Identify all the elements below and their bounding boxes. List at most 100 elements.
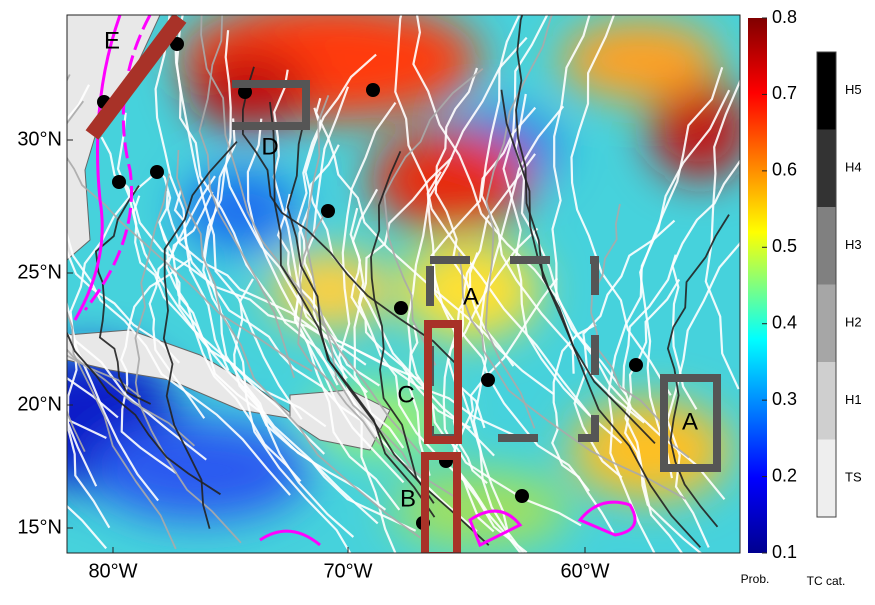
storm-track	[154, 15, 230, 371]
storm-point	[366, 83, 380, 97]
category-frame	[816, 51, 837, 518]
storm-track	[67, 330, 221, 496]
category-label: H1	[845, 392, 862, 407]
category-label: H2	[845, 315, 862, 330]
region-label: A	[682, 408, 698, 435]
storm-track	[67, 167, 163, 529]
map	[0, 15, 740, 553]
colorbar-tick-label: 0.6	[772, 160, 797, 180]
region-label: E	[104, 27, 120, 54]
storm-track	[94, 185, 152, 405]
x-tick-label: 80°W	[88, 560, 137, 582]
storm-track	[159, 225, 387, 511]
x-tick-label: 70°W	[323, 560, 372, 582]
storm-track	[704, 77, 740, 390]
storm-track	[67, 156, 313, 372]
storm-track	[502, 15, 591, 416]
colorbar-tick-label: 0.4	[772, 312, 797, 332]
storm-track	[434, 67, 515, 367]
storm-track	[472, 105, 565, 539]
storm-track	[120, 257, 192, 475]
x-tick-label: 60°W	[560, 560, 609, 582]
storm-track	[286, 93, 436, 518]
category-label: H5	[845, 82, 862, 97]
storm-track	[148, 191, 214, 419]
colorbar-tick-label: 0.7	[772, 83, 797, 103]
storm-track	[67, 84, 181, 364]
storm-track	[304, 107, 495, 457]
category-swatch	[817, 439, 836, 517]
category-swatch	[817, 52, 836, 130]
region-boxes	[85, 15, 721, 553]
storm-track	[624, 278, 703, 553]
storm-track	[515, 15, 656, 445]
storm-track	[200, 15, 423, 456]
storm-track	[350, 188, 472, 429]
storm-point	[394, 301, 408, 315]
storm-track	[570, 15, 672, 396]
storm-track	[134, 173, 242, 544]
storm-track	[158, 190, 326, 455]
category-swatch	[817, 129, 836, 207]
colorbar	[748, 18, 767, 553]
colorbar-tick-label: 0.5	[772, 236, 797, 256]
storm-point	[238, 85, 252, 99]
storm-track	[233, 278, 417, 532]
y-tick-label: 30°N	[17, 128, 62, 150]
storm-point	[481, 373, 495, 387]
colorbar-tick-label: 0.3	[772, 389, 797, 409]
storm-track	[276, 193, 515, 437]
storm-track	[337, 101, 397, 553]
storm-track	[162, 140, 238, 529]
colorbar-tick-label: 0.2	[772, 465, 797, 485]
storm-track	[500, 89, 702, 548]
storm-track	[132, 195, 327, 428]
storm-track	[590, 203, 690, 459]
storm-track	[297, 215, 455, 498]
storm-track	[67, 100, 177, 550]
storm-point	[321, 204, 335, 218]
storm-points	[97, 37, 643, 530]
y-tick-label: 15°N	[17, 516, 62, 538]
storm-track	[383, 68, 484, 366]
storm-track	[607, 89, 731, 553]
y-tick-label: 20°N	[17, 393, 62, 415]
storm-point	[150, 165, 164, 179]
category-label: H3	[845, 237, 862, 252]
category-swatch	[817, 207, 836, 285]
colorbar-label: Prob.	[741, 572, 770, 586]
storm-track	[406, 36, 528, 477]
storm-track	[67, 230, 291, 496]
y-tick-label: 25°N	[17, 261, 62, 283]
storm-track	[484, 15, 553, 429]
storm-track	[666, 214, 730, 528]
storm-track	[269, 101, 490, 546]
map-frame	[66, 14, 741, 554]
storm-track	[198, 15, 295, 379]
storm-track	[176, 149, 421, 539]
category-swatch	[817, 284, 836, 362]
storm-track	[67, 332, 207, 461]
category-label: H4	[845, 160, 862, 175]
region-label: C	[397, 381, 414, 408]
storm-track	[410, 324, 582, 527]
storm-point	[515, 489, 529, 503]
region-label: B	[400, 485, 416, 512]
storm-track	[442, 252, 523, 553]
storm-track	[224, 30, 380, 387]
region-label: A	[463, 283, 479, 310]
storm-track	[394, 15, 623, 444]
category-label: TC cat.	[807, 574, 846, 588]
colorbar-tick-label: 0.8	[772, 7, 797, 27]
category-label: TS	[845, 470, 862, 485]
storm-track	[0, 56, 64, 445]
storm-track	[67, 300, 160, 502]
storm-track	[622, 254, 684, 553]
storm-track	[551, 15, 591, 374]
storm-track	[349, 207, 528, 553]
storm-point	[170, 37, 184, 51]
storm-track	[666, 240, 740, 548]
storm-tracks	[0, 15, 740, 553]
category-swatch	[817, 362, 836, 440]
